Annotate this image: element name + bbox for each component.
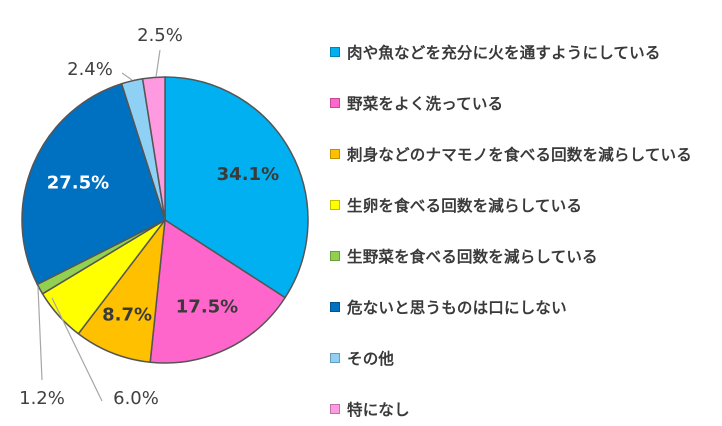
- legend-swatch: [330, 98, 340, 108]
- data-label: 8.7%: [102, 305, 152, 326]
- data-label: 27.5%: [47, 172, 109, 193]
- legend-label: 危ないと思うものは口にしない: [347, 299, 567, 317]
- data-label: 2.4%: [67, 59, 113, 80]
- legend-label: 肉や魚などを充分に火を通すようにしている: [347, 44, 661, 62]
- leader-line: [37, 286, 43, 381]
- legend-swatch: [330, 251, 340, 261]
- legend-label: 野菜をよく洗っている: [347, 95, 504, 113]
- legend-label: 刺身などのナマモノを食べる回数を減らしている: [347, 146, 692, 164]
- data-label: 6.0%: [113, 388, 159, 409]
- legend-item: 生卵を食べる回数を減らしている: [330, 193, 582, 217]
- pie-slices: [21, 76, 309, 364]
- legend-swatch: [330, 47, 340, 57]
- legend-swatch: [330, 353, 340, 363]
- legend-label: 特になし: [347, 401, 410, 419]
- legend-swatch: [330, 200, 340, 210]
- leader-line: [155, 49, 161, 78]
- pie-slice: [149, 219, 286, 364]
- legend-item: 生野菜を食べる回数を減らしている: [330, 244, 598, 268]
- legend-label: 生卵を食べる回数を減らしている: [347, 197, 583, 215]
- data-label: 2.5%: [137, 25, 183, 46]
- leader-line: [51, 297, 103, 402]
- pie-slice: [141, 76, 166, 221]
- legend-item: 特になし: [330, 397, 410, 421]
- legend-item: 刺身などのナマモノを食べる回数を減らしている: [330, 142, 692, 166]
- leader-lines: [37, 49, 161, 402]
- legend-item: 野菜をよく洗っている: [330, 91, 503, 115]
- value-labels: 34.1% 17.5% 8.7% 6.0% 1.2% 27.5% 2.4% 2.5%: [19, 25, 279, 409]
- legend-swatch: [330, 404, 340, 414]
- legend-swatch: [330, 149, 340, 159]
- legend-label: 生野菜を食べる回数を減らしている: [347, 248, 598, 266]
- legend-item: 危ないと思うものは口にしない: [330, 295, 567, 319]
- data-label: 17.5%: [176, 297, 238, 318]
- leader-line: [121, 72, 133, 81]
- pie-slice: [21, 82, 166, 286]
- legend-swatch: [330, 302, 340, 312]
- legend-label: その他: [347, 350, 395, 368]
- data-label: 34.1%: [217, 164, 279, 185]
- legend-item: 肉や魚などを充分に火を通すようにしている: [330, 40, 661, 64]
- legend-item: その他: [330, 346, 394, 370]
- data-label: 1.2%: [19, 388, 65, 409]
